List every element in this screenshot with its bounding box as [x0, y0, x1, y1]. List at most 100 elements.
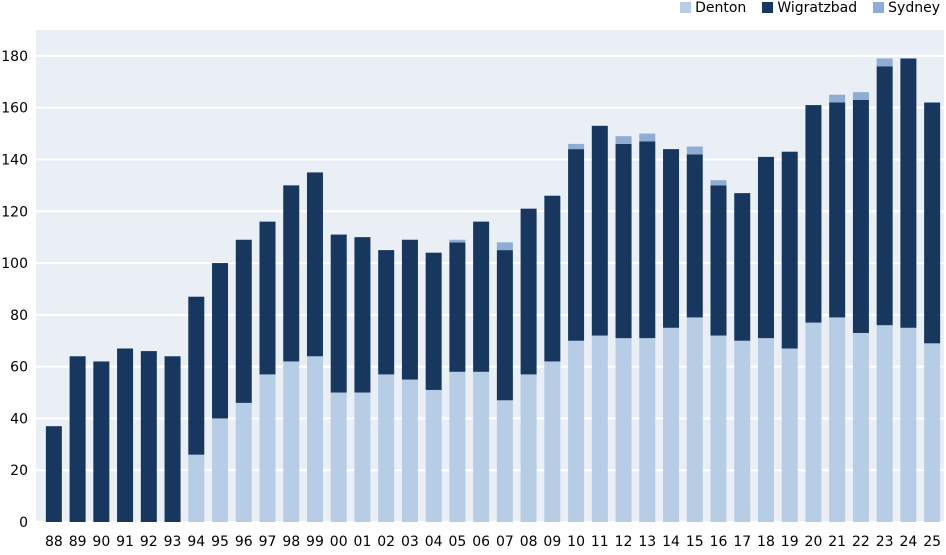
x-tick-label: 10	[567, 534, 585, 550]
legend-label: Wigratzbad	[777, 0, 858, 16]
legend-item-wigratzbad: Wigratzbad	[762, 0, 857, 16]
bar-denton-08	[520, 374, 537, 522]
x-tick-label: 00	[330, 534, 348, 550]
bar-denton-05	[449, 371, 466, 522]
bar-wigratzbad-12	[615, 143, 632, 339]
legend-label: Sydney	[888, 0, 940, 16]
bar-denton-17	[734, 340, 751, 522]
x-tick-label: 18	[757, 534, 775, 550]
x-tick-label: 90	[92, 534, 110, 550]
bar-wigratzbad-17	[734, 193, 751, 341]
x-tick-label: 04	[425, 534, 443, 550]
bar-wigratzbad-05	[449, 242, 466, 372]
bar-wigratzbad-16	[710, 185, 727, 336]
bar-sydney-05	[449, 239, 466, 243]
bar-denton-07	[496, 400, 513, 522]
bar-wigratzbad-11	[591, 125, 608, 336]
bar-denton-19	[781, 348, 798, 522]
bar-denton-01	[354, 392, 371, 522]
bar-denton-04	[425, 389, 442, 522]
y-tick-label: 20	[10, 463, 28, 479]
bar-wigratzbad-92	[140, 351, 157, 522]
y-tick-label: 40	[10, 411, 28, 427]
y-tick-label: 0	[19, 515, 28, 531]
bar-denton-18	[757, 338, 774, 522]
bar-wigratzbad-13	[639, 141, 656, 339]
bar-wigratzbad-94	[188, 296, 205, 455]
bar-denton-11	[591, 335, 608, 522]
legend-swatch	[873, 2, 885, 13]
bar-denton-06	[473, 371, 490, 522]
x-tick-label: 16	[710, 534, 728, 550]
bar-wigratzbad-10	[568, 149, 585, 341]
bar-denton-98	[283, 361, 300, 522]
x-tick-label: 07	[496, 534, 514, 550]
x-tick-label: 91	[116, 534, 134, 550]
bar-denton-25	[924, 343, 941, 522]
bar-wigratzbad-19	[781, 151, 798, 349]
legend-swatch	[762, 2, 774, 13]
bar-wigratzbad-23	[876, 66, 893, 326]
x-tick-label: 08	[520, 534, 538, 550]
legend: Denton Wigratzbad Sydney	[680, 0, 940, 16]
bar-wigratzbad-93	[164, 356, 181, 522]
bar-denton-12	[615, 338, 632, 522]
y-tick-label: 80	[10, 308, 28, 324]
y-tick-label: 60	[10, 360, 28, 376]
bar-wigratzbad-89	[69, 356, 86, 522]
bar-denton-16	[710, 335, 727, 522]
bar-wigratzbad-18	[757, 156, 774, 339]
bar-wigratzbad-20	[805, 105, 822, 323]
x-tick-label: 12	[615, 534, 633, 550]
bar-denton-23	[876, 325, 893, 522]
x-tick-label: 06	[472, 534, 490, 550]
x-tick-label: 11	[591, 534, 609, 550]
bar-wigratzbad-98	[283, 185, 300, 362]
x-tick-label: 95	[211, 534, 229, 550]
bar-wigratzbad-91	[117, 348, 134, 522]
legend-item-sydney: Sydney	[873, 0, 940, 16]
x-tick-label: 93	[164, 534, 182, 550]
bar-denton-22	[852, 332, 869, 522]
bar-sydney-12	[615, 136, 632, 144]
bar-wigratzbad-22	[852, 99, 869, 333]
bar-sydney-15	[686, 146, 703, 155]
x-tick-label: 22	[852, 534, 870, 550]
legend-label: Denton	[695, 0, 747, 16]
bar-denton-24	[900, 327, 917, 522]
x-tick-label: 21	[828, 534, 846, 550]
y-tick-label: 180	[1, 49, 28, 65]
x-tick-label: 13	[638, 534, 656, 550]
x-tick-label: 03	[401, 534, 419, 550]
bar-sydney-10	[568, 143, 585, 150]
bar-denton-09	[544, 361, 561, 522]
bar-denton-13	[639, 338, 656, 522]
bar-sydney-23	[876, 58, 893, 67]
x-tick-label: 02	[377, 534, 395, 550]
bar-denton-10	[568, 340, 585, 522]
bar-denton-02	[378, 374, 395, 522]
x-tick-label: 92	[140, 534, 158, 550]
bar-wigratzbad-90	[93, 361, 110, 522]
x-tick-label: 89	[69, 534, 87, 550]
bar-denton-95	[212, 418, 229, 522]
x-tick-label: 25	[923, 534, 941, 550]
bar-wigratzbad-02	[378, 250, 395, 375]
bar-wigratzbad-08	[520, 208, 537, 375]
bar-wigratzbad-24	[900, 58, 917, 328]
y-tick-label: 120	[1, 204, 28, 220]
bar-wigratzbad-88	[45, 426, 62, 522]
bar-wigratzbad-95	[212, 263, 229, 419]
bar-wigratzbad-97	[259, 221, 276, 375]
legend-swatch	[680, 2, 692, 13]
bar-sydney-22	[852, 92, 869, 100]
bar-wigratzbad-25	[924, 102, 941, 344]
bar-denton-03	[401, 379, 418, 522]
x-tick-label: 14	[662, 534, 680, 550]
bar-wigratzbad-09	[544, 195, 561, 362]
bar-denton-21	[829, 317, 846, 522]
bar-wigratzbad-03	[401, 239, 418, 380]
bar-wigratzbad-15	[686, 154, 703, 318]
x-tick-label: 23	[876, 534, 894, 550]
